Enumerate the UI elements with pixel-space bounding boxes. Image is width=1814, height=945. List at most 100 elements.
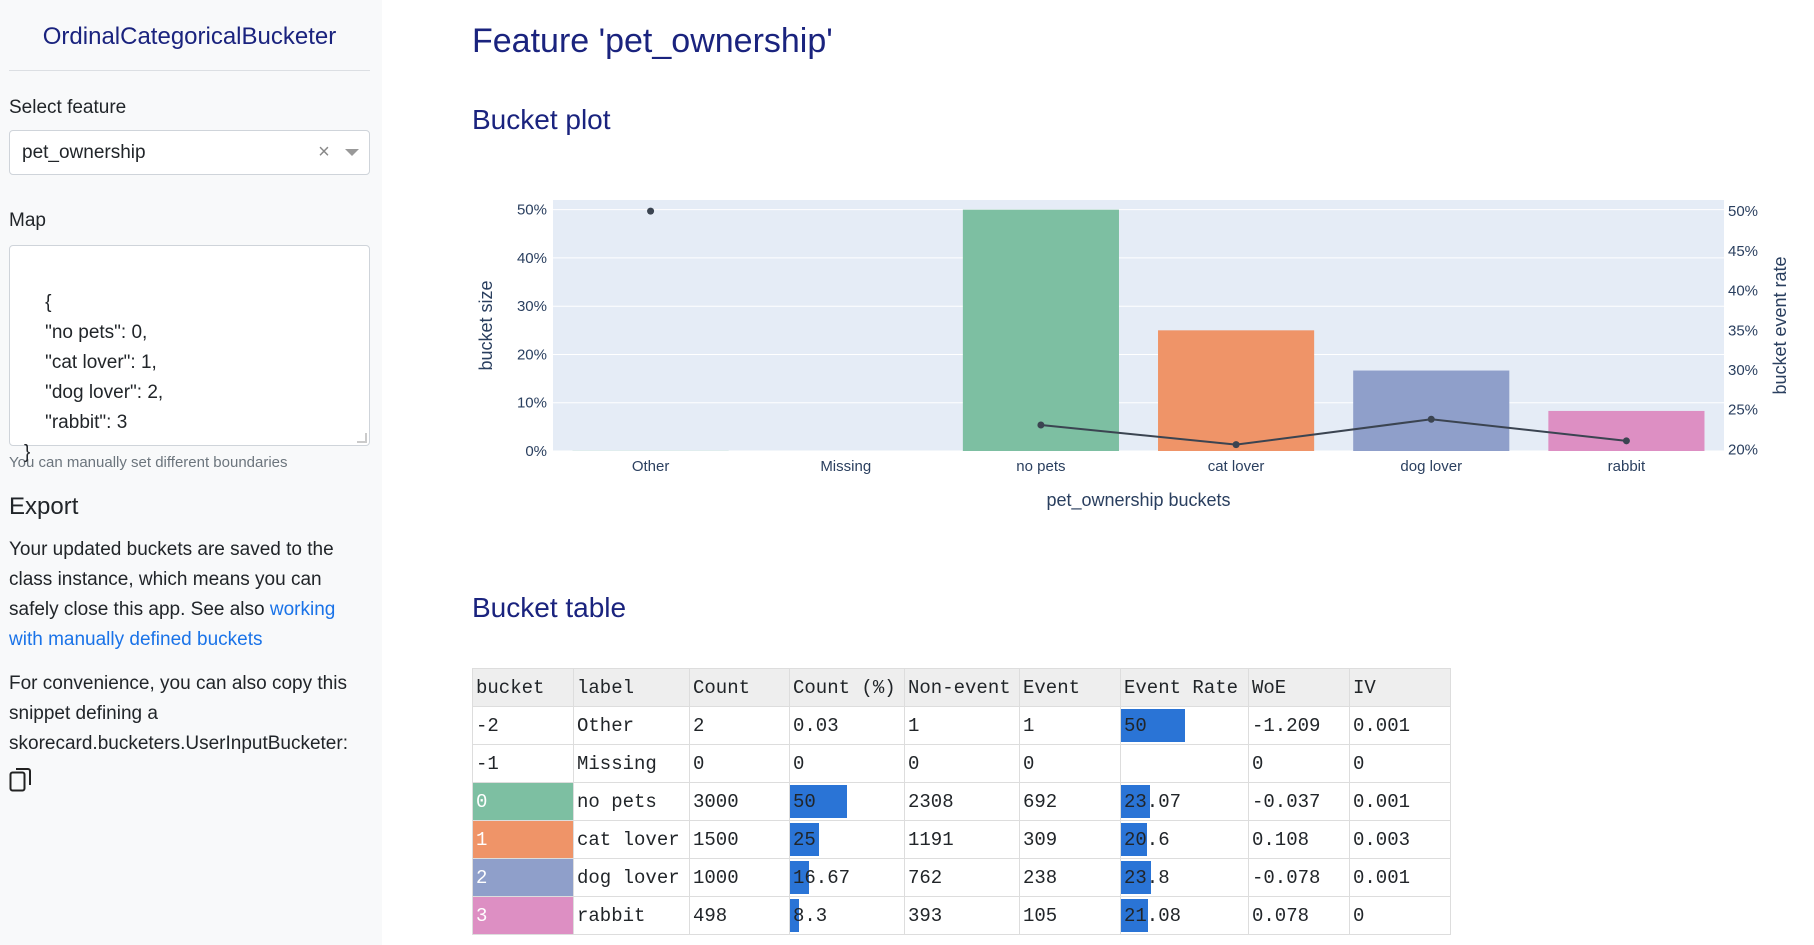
table-row: 0 no pets 3000 50 2308 692 23.07 -0.037 0.001	[472, 782, 1451, 821]
y2-tick-label: 25%	[1728, 402, 1758, 419]
cell-count-pct: 50	[789, 782, 905, 821]
cell-count-pct-text: 0	[793, 752, 805, 775]
manual-buckets-link[interactable]: working with manually defined buckets	[9, 599, 336, 650]
cell-woe: 0.078	[1248, 896, 1350, 935]
cell-bucket: -1	[472, 744, 574, 783]
x-tick-label: Other	[632, 458, 670, 475]
x-tick-label: cat lover	[1208, 458, 1265, 475]
event-rate-point	[1622, 437, 1630, 445]
table-row: 1 cat lover 1500 25 1191 309 20.6 0.108 0.003	[472, 820, 1451, 859]
table-row: -2 Other 2 0.03 1 1 50 -1.209 0.001	[472, 706, 1451, 745]
clear-icon[interactable]: ×	[318, 141, 330, 163]
cell-count-text: 3000	[693, 790, 739, 813]
cell-count-text: 1000	[693, 866, 739, 889]
cell-non-event: 1191	[904, 820, 1020, 859]
header-event-rate: Event Rate	[1120, 668, 1249, 707]
snippet-text: For convenience, you can also copy this …	[9, 673, 348, 754]
y2-tick-label: 45%	[1728, 243, 1758, 260]
header-count-pct: Count (%)	[789, 668, 905, 707]
cell-databar	[1121, 785, 1151, 818]
header-iv: IV	[1349, 668, 1451, 707]
export-heading: Export	[9, 493, 79, 520]
y-tick-label: 40%	[517, 250, 547, 267]
copy-icon[interactable]	[9, 767, 33, 793]
y-tick-label: 30%	[517, 298, 547, 315]
y2-axis-title: bucket event rate	[1770, 256, 1790, 394]
cell-count-pct: 16.67	[789, 858, 905, 897]
cell-count-pct-text: 16.67	[793, 866, 851, 889]
cell-count: 1000	[689, 858, 790, 897]
select-feature-label: Select feature	[9, 97, 127, 118]
cell-count-text: 1500	[693, 828, 739, 851]
cell-event: 309	[1019, 820, 1121, 859]
cell-iv: 0.003	[1349, 820, 1451, 859]
x-tick-label: rabbit	[1608, 458, 1646, 475]
chevron-down-icon[interactable]	[335, 131, 369, 174]
resize-handle-icon[interactable]	[357, 433, 367, 443]
y2-tick-label: 30%	[1728, 362, 1758, 379]
y2-tick-label: 20%	[1728, 441, 1758, 458]
cell-label: cat lover	[573, 820, 690, 859]
cell-non-event-text: 0	[908, 752, 920, 775]
cell-non-event-text: 762	[908, 866, 943, 889]
cell-label-text: cat lover	[577, 828, 680, 851]
cell-databar	[1121, 861, 1152, 894]
cell-event: 238	[1019, 858, 1121, 897]
cell-iv: 0	[1349, 744, 1451, 783]
cell-bucket: 1	[472, 820, 574, 859]
cell-databar	[790, 861, 809, 894]
cell-woe-text: 0.078	[1252, 904, 1310, 927]
cell-event-text: 105	[1023, 904, 1058, 927]
cell-label-text: no pets	[577, 790, 657, 813]
cell-event-rate-text: 23.8	[1124, 866, 1170, 889]
cell-woe-text: -0.078	[1252, 866, 1321, 889]
cell-count-pct: 0	[789, 744, 905, 783]
event-rate-point	[647, 207, 655, 215]
cell-iv-text: 0.001	[1353, 866, 1411, 889]
cell-iv: 0.001	[1349, 858, 1451, 897]
cell-count-pct: 0.03	[789, 706, 905, 745]
cell-non-event-text: 393	[908, 904, 943, 927]
y-axis-title: bucket size	[476, 280, 496, 370]
cell-event-text: 0	[1023, 752, 1035, 775]
x-tick-label: dog lover	[1400, 458, 1462, 475]
cell-databar	[790, 899, 800, 932]
cell-count: 498	[689, 896, 790, 935]
map-label: Map	[9, 210, 46, 231]
feature-select[interactable]: pet_ownership ×	[9, 130, 370, 175]
cell-bucket: 3	[472, 896, 574, 935]
cell-label: dog lover	[573, 858, 690, 897]
cell-databar	[1121, 709, 1185, 742]
cell-count: 3000	[689, 782, 790, 821]
y-tick-label: 0%	[525, 443, 547, 460]
cell-non-event-text: 1	[908, 714, 920, 737]
cell-bucket: -2	[472, 706, 574, 745]
header-non-event: Non-event	[904, 668, 1020, 707]
cell-iv-text: 0.001	[1353, 714, 1411, 737]
cell-woe: -1.209	[1248, 706, 1350, 745]
x-axis-title: pet_ownership buckets	[1046, 490, 1230, 511]
table-row: 2 dog lover 1000 16.67 762 238 23.8 -0.078 0.001	[472, 858, 1451, 897]
cell-databar	[1121, 823, 1148, 856]
cell-label: rabbit	[573, 896, 690, 935]
cell-event-rate: 21.08	[1120, 896, 1249, 935]
cell-event-text: 692	[1023, 790, 1058, 813]
y2-tick-label: 35%	[1728, 322, 1758, 339]
cell-event-rate-text: 23.07	[1124, 790, 1182, 813]
cell-bucket: 0	[472, 782, 574, 821]
y-tick-label: 50%	[517, 202, 547, 219]
export-description: Your updated buckets are saved to the cl…	[9, 539, 334, 620]
plot-background	[553, 200, 1724, 451]
cell-woe: -0.037	[1248, 782, 1350, 821]
event-rate-point	[1427, 415, 1435, 423]
cell-databar	[1121, 899, 1148, 932]
event-rate-line	[1040, 418, 1627, 446]
cell-event: 105	[1019, 896, 1121, 935]
cell-bucket-text: -1	[476, 752, 499, 775]
map-textarea[interactable]: { "no pets": 0, "cat lover": 1, "dog lov…	[9, 245, 370, 463]
y-tick-label: 20%	[517, 346, 547, 363]
cell-databar	[790, 823, 819, 856]
table-header-row: bucket label Count Count (%) Non-event E…	[472, 668, 1451, 707]
cell-woe-text: 0	[1252, 752, 1264, 775]
cell-iv: 0.001	[1349, 706, 1451, 745]
